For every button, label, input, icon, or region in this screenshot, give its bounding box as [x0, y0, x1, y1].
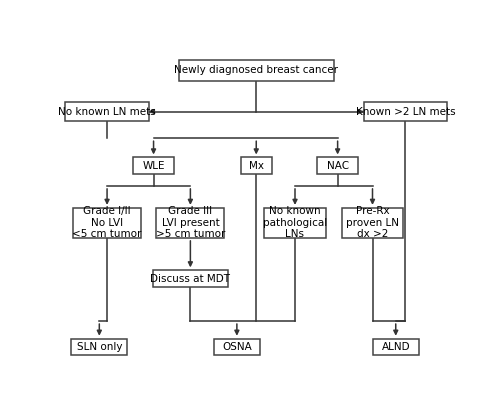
Text: Discuss at MDT: Discuss at MDT — [150, 273, 230, 284]
FancyBboxPatch shape — [73, 208, 141, 238]
FancyBboxPatch shape — [214, 339, 260, 355]
FancyBboxPatch shape — [156, 208, 224, 238]
Text: WLE: WLE — [142, 161, 165, 171]
Text: Known >2 LN mets: Known >2 LN mets — [356, 107, 455, 116]
FancyBboxPatch shape — [342, 208, 402, 238]
FancyBboxPatch shape — [133, 157, 174, 174]
Text: NAC: NAC — [326, 161, 348, 171]
FancyBboxPatch shape — [318, 157, 358, 174]
Text: No known LN mets: No known LN mets — [58, 107, 156, 116]
FancyBboxPatch shape — [152, 270, 228, 287]
Text: Grade III
LVI present
>5 cm tumor: Grade III LVI present >5 cm tumor — [156, 206, 225, 240]
Text: Newly diagnosed breast cancer: Newly diagnosed breast cancer — [174, 65, 338, 75]
Text: Pre-Rx
proven LN
dx >2: Pre-Rx proven LN dx >2 — [346, 206, 399, 240]
FancyBboxPatch shape — [372, 339, 419, 355]
Text: Grade I/II
No LVI
<5 cm tumor: Grade I/II No LVI <5 cm tumor — [72, 206, 142, 240]
FancyBboxPatch shape — [71, 339, 128, 355]
Text: SLN only: SLN only — [76, 342, 122, 352]
Text: Mx: Mx — [249, 161, 264, 171]
FancyBboxPatch shape — [364, 102, 447, 121]
Text: ALND: ALND — [382, 342, 410, 352]
Text: No known
pathological
LNs: No known pathological LNs — [263, 206, 327, 240]
FancyBboxPatch shape — [179, 60, 334, 81]
FancyBboxPatch shape — [66, 102, 148, 121]
FancyBboxPatch shape — [241, 157, 272, 174]
FancyBboxPatch shape — [264, 208, 326, 238]
Text: OSNA: OSNA — [222, 342, 252, 352]
